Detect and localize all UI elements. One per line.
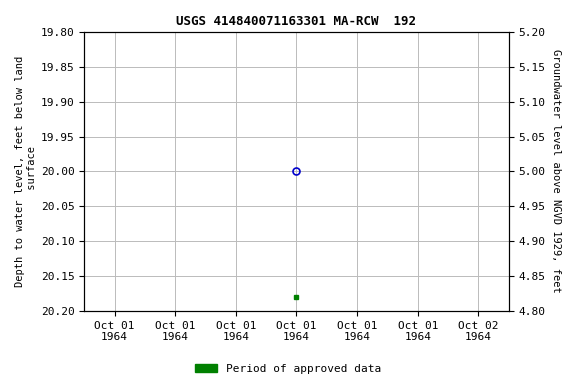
Legend: Period of approved data: Period of approved data [191, 359, 385, 379]
Title: USGS 414840071163301 MA-RCW  192: USGS 414840071163301 MA-RCW 192 [176, 15, 416, 28]
Y-axis label: Depth to water level, feet below land
 surface: Depth to water level, feet below land su… [15, 56, 37, 287]
Y-axis label: Groundwater level above NGVD 1929, feet: Groundwater level above NGVD 1929, feet [551, 50, 561, 293]
